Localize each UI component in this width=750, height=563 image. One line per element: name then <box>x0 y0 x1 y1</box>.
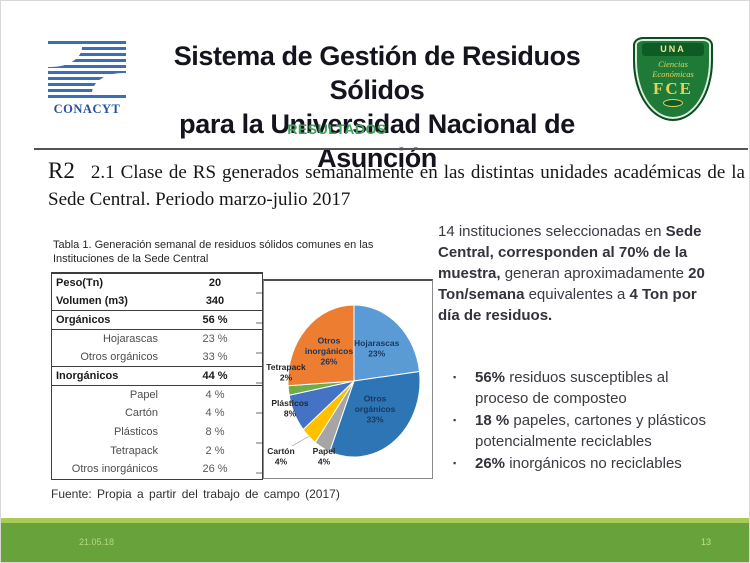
row-label: Papel <box>129 388 158 401</box>
paragraph-segment: 20 Ton/semana <box>438 265 705 303</box>
paragraph-segment: Sede Central, corresponden al 70% de la … <box>438 223 702 282</box>
bullet-text: 56% residuos susceptibles al proceso de … <box>475 369 669 407</box>
row-value: 23 % <box>202 333 228 346</box>
table-row: Tetrapack 2 % <box>52 441 262 460</box>
bullet-item: ▪ 18 % papeles, cartones y plásticos pote… <box>449 410 729 452</box>
fce-acronym: FCE <box>653 79 693 98</box>
row-label: Otros inorgánicos <box>71 463 158 476</box>
paragraph-segment: equivalentes a <box>524 286 630 303</box>
slide-title: Sistema de Gestión de Residuos Sólidos p… <box>133 39 621 175</box>
row-value: 44 % <box>202 369 228 382</box>
bullet-text: 26% inorgánicos no reciclables <box>475 455 682 472</box>
result-heading: R2 2.1 Clase de RS generados semanalmente… <box>48 157 745 213</box>
pie-label-3: Cartón 4% <box>267 446 294 467</box>
fce-emblem-icon <box>663 99 683 107</box>
fce-logo: UNA Ciencias Económicas FCE <box>631 37 715 125</box>
row-value: 26 % <box>202 463 228 476</box>
pie-label-2: Papel 4% <box>313 446 336 467</box>
table-row: Hojarascas 23 % <box>52 330 262 349</box>
bullet-item: ▪ 26% inorgánicos no reciclables <box>449 453 729 474</box>
table-row: Volumen (m3) 340 <box>52 293 262 312</box>
bullet-marker-icon: ▪ <box>453 458 457 468</box>
row-value: 2 % <box>205 444 225 457</box>
fce-ciencias-line2: Económicas <box>652 69 694 79</box>
result-code: R2 <box>48 158 75 183</box>
bullet-marker-icon: ▪ <box>453 372 457 382</box>
row-value: 33 % <box>202 351 228 364</box>
row-label: Otros orgánicos <box>80 351 158 364</box>
divider-rule <box>34 148 748 150</box>
row-value: 4 % <box>205 388 225 401</box>
result-heading-text: 2.1 Clase de RS generados semanalmente e… <box>48 162 745 210</box>
pie-label-6: Otros inorgánicos 26% <box>305 335 353 366</box>
table-row: Inorgánicos 44 % <box>52 367 262 386</box>
pie-chart-svg: Hojarascas 23% Otros orgánicos 33% Papel 4% Car… <box>256 292 421 474</box>
table-row: Papel 4 % <box>52 386 262 405</box>
row-label: Hojarascas <box>102 333 158 346</box>
pie-chart-box: Hojarascas 23% Otros orgánicos 33% Papel 4% Car… <box>256 279 433 479</box>
fce-shield-icon: UNA Ciencias Económicas FCE <box>633 37 713 121</box>
table-row: Peso(Tn) 20 <box>52 274 262 293</box>
row-label: Peso(Tn) <box>56 277 104 290</box>
table-caption-line1: Tabla 1. Generación semanal de residuos … <box>53 239 374 251</box>
row-value: 8 % <box>205 426 225 439</box>
table-source: Fuente: Propia a partir del trabajo de c… <box>51 487 340 501</box>
pie-label-4: Plásticos 8% <box>271 398 309 419</box>
table-caption-line2: Instituciones de la Sede Central <box>53 253 209 265</box>
fce-ciencias-line1: Ciencias <box>658 59 688 69</box>
row-label: Cartón <box>124 407 158 420</box>
pie-label-0: Hojarascas 23% <box>354 338 400 359</box>
row-label: Inorgánicos <box>56 369 119 382</box>
section-banner: RESULTADOS <box>287 121 387 137</box>
conacyt-logo: CONACYT <box>46 41 128 117</box>
row-value: 20 <box>208 277 222 290</box>
table-row: Plásticos 8 % <box>52 423 262 442</box>
paragraph-segment: 4 Ton por día de residuos. <box>438 286 697 324</box>
row-label: Plásticos <box>113 426 158 439</box>
row-label: Tetrapack <box>110 444 158 457</box>
bullet-item: ▪ 56% residuos susceptibles al proceso de… <box>449 367 729 409</box>
row-label: Orgánicos <box>56 313 111 326</box>
page-number: 13 <box>700 537 711 547</box>
pie-label-5: Tetrapack 2% <box>266 362 306 383</box>
table-row: Orgánicos 56 % <box>52 311 262 330</box>
pie-slice-6 <box>287 304 355 387</box>
summary-paragraph: 14 instituciones seleccionadas en Sede C… <box>438 221 716 326</box>
row-value: 56 % <box>202 313 228 326</box>
conacyt-wordmark: CONACYT <box>53 102 121 116</box>
table-row: Cartón 4 % <box>52 404 262 423</box>
footer-accent-strip <box>1 518 749 523</box>
bullet-text: 18 % papeles, cartones y plásticos poten… <box>475 412 706 450</box>
table-caption: Tabla 1. Generación semanal de residuos … <box>53 238 398 266</box>
row-value: 4 % <box>205 407 225 420</box>
paragraph-segment: 14 instituciones seleccionadas en <box>438 223 666 240</box>
row-label: Volumen (m3) <box>56 295 128 308</box>
paragraph-segment: generan aproximadamente <box>500 265 689 282</box>
label-leader-line <box>291 436 310 447</box>
table-row: Otros inorgánicos 26 % <box>52 460 262 479</box>
title-line-1: Sistema de Gestión de Residuos Sólidos <box>173 41 581 105</box>
table-row: Otros orgánicos 33 % <box>52 348 262 367</box>
bullet-list: ▪ 56% residuos susceptibles al proceso de… <box>449 367 729 475</box>
pie-label-1: Otros orgánicos 33% <box>355 394 396 425</box>
row-value: 340 <box>205 295 225 308</box>
pie-slice-1 <box>329 370 421 458</box>
fce-una-banner: UNA <box>642 43 704 56</box>
footer-date: 21.05.18 <box>79 537 115 547</box>
bullet-marker-icon: ▪ <box>453 415 457 425</box>
data-table: Peso(Tn) 20 Volumen (m3) 340 Orgánicos 56 % Ho… <box>51 272 263 480</box>
footer-bar: 21.05.18 13 <box>1 523 749 562</box>
conacyt-stripes-icon <box>48 41 126 99</box>
pie-slice-0 <box>353 304 421 382</box>
